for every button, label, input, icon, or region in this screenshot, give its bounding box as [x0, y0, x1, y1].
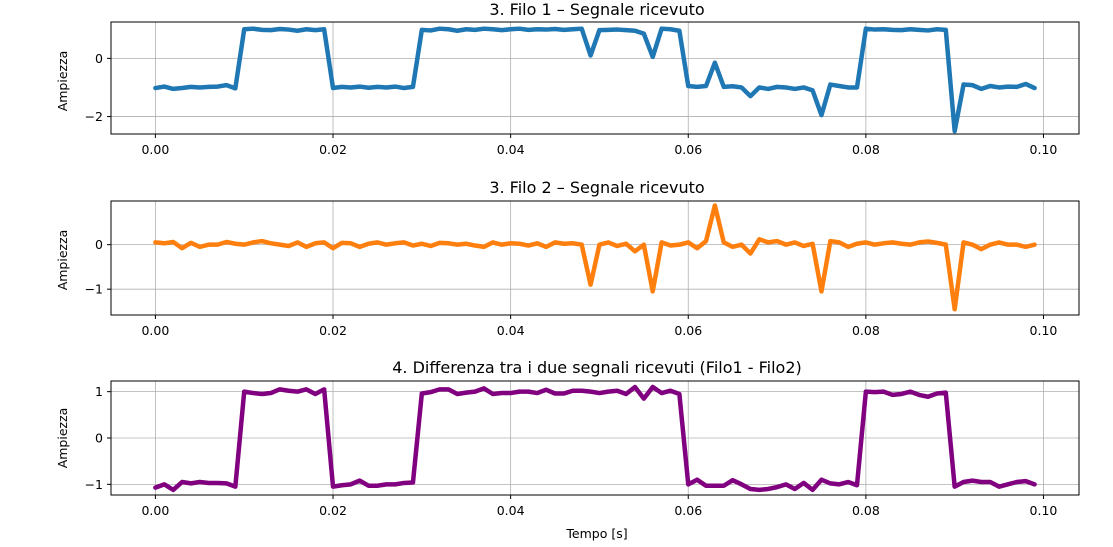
- x-ticks: 0.00 0.02 0.04 0.06 0.08 0.10: [141, 315, 1057, 338]
- subplot-2: 3. Filo 2 – Segnale ricevuto Ampiezza 0.…: [55, 178, 1080, 338]
- y-ticks: 0 −1: [85, 237, 111, 297]
- x-tick-label: 0.08: [852, 503, 880, 518]
- x-tick-label: 0.02: [319, 142, 347, 157]
- x-ticks: 0.00 0.02 0.04 0.06 0.08 0.10: [141, 495, 1057, 518]
- x-tick-label: 0.08: [852, 323, 880, 338]
- plot-frame: [110, 21, 1080, 135]
- y-tick-label: −2: [85, 109, 103, 124]
- x-tick-label: 0.04: [497, 142, 525, 157]
- series-line-filo2: [153, 203, 1037, 312]
- x-tick-label: 0.06: [674, 323, 702, 338]
- grid: [111, 381, 1079, 495]
- y-tick-label: 0: [95, 51, 103, 66]
- subplot-title: 4. Differenza tra i due segnali ricevuti…: [392, 358, 802, 377]
- y-tick-label: −1: [85, 282, 103, 297]
- x-tick-label: 0.10: [1030, 323, 1058, 338]
- plot-frame: [110, 200, 1080, 316]
- x-tick-label: 0.00: [141, 323, 169, 338]
- plot-frame: [110, 380, 1080, 496]
- x-ticks: 0.00 0.02 0.04 0.06 0.08 0.10: [141, 134, 1057, 157]
- x-tick-label: 0.10: [1030, 503, 1058, 518]
- series-line-filo1: [153, 26, 1037, 134]
- series-line-difference: [153, 384, 1037, 493]
- grid: [111, 22, 1079, 134]
- x-axis-label: Tempo [s]: [565, 526, 627, 541]
- x-tick-label: 0.02: [319, 323, 347, 338]
- y-tick-label: −1: [85, 477, 103, 492]
- y-tick-label: 0: [95, 431, 103, 446]
- x-tick-label: 0.08: [852, 142, 880, 157]
- x-tick-label: 0.06: [674, 503, 702, 518]
- y-axis-label: Ampiezza: [55, 408, 70, 469]
- x-tick-label: 0.10: [1030, 142, 1058, 157]
- x-tick-label: 0.00: [141, 503, 169, 518]
- x-tick-label: 0.02: [319, 503, 347, 518]
- x-tick-label: 0.04: [497, 323, 525, 338]
- y-tick-label: 0: [95, 237, 103, 252]
- y-axis-label: Ampiezza: [55, 51, 70, 112]
- y-ticks: 0 −2: [85, 51, 111, 124]
- y-ticks: 1 0 −1: [85, 384, 111, 492]
- subplot-1: 3. Filo 1 – Segnale ricevuto Ampiezza 0.…: [55, 0, 1080, 157]
- subplot-title: 3. Filo 1 – Segnale ricevuto: [489, 0, 704, 19]
- x-tick-label: 0.04: [497, 503, 525, 518]
- subplot-3: 4. Differenza tra i due segnali ricevuti…: [55, 358, 1080, 541]
- y-tick-label: 1: [95, 384, 103, 399]
- x-tick-label: 0.06: [674, 142, 702, 157]
- y-axis-label: Ampiezza: [55, 230, 70, 291]
- subplot-title: 3. Filo 2 – Segnale ricevuto: [489, 178, 704, 197]
- x-tick-label: 0.00: [141, 142, 169, 157]
